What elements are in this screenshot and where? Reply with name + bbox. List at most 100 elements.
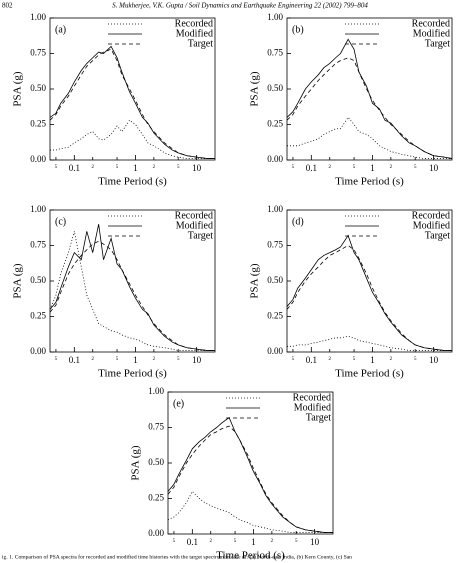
panel-label: (a) [55,24,66,35]
x-tick-label: 10 [429,355,439,365]
x-tick-label: 1 [370,355,375,365]
legend-label: Recorded [293,392,331,403]
y-tick-label: 0.75 [30,240,46,250]
legend-label: Modified [413,28,450,39]
chart-panel: 0.00 0.25 0.50 0.75 1.00 5 0.1 2 5 1 2 5 10 Time Peri… [249,12,453,188]
series-line [49,48,215,159]
x-tick-label: 1 [370,163,375,173]
legend-label: Target [306,412,331,423]
x-tick-label: 5 [292,357,295,362]
y-tick-label: 1.00 [267,12,283,22]
y-tick-label: 0.25 [148,493,164,503]
x-tick-label: 1 [133,163,138,173]
x-tick-label: 2 [390,165,393,170]
chart-panel: 0.00 0.25 0.50 0.75 1.00 5 0.1 2 5 1 2 5 10 Time Peri… [12,204,216,380]
x-tick-label: 5 [177,357,180,362]
y-tick-label: 0.75 [148,422,164,432]
y-tick-label: 1.00 [30,204,46,214]
series-line [49,240,215,351]
series-line [49,45,215,159]
y-tick-label: 0.75 [30,48,46,58]
y-tick-label: 0.50 [148,457,164,467]
panel-label: (b) [292,24,304,35]
y-tick-label: 0.25 [30,311,46,321]
chart-panel: 0.00 0.25 0.50 0.75 1.00 5 0.1 2 5 1 2 5 10 Time Peri… [12,12,216,188]
legend-label: Modified [176,220,213,231]
running-head: S. Mukherjee, V.K. Gupta / Soil Dynamics… [112,2,368,10]
legend-label: Modified [176,28,213,39]
y-tick-label: 0.75 [267,48,283,58]
x-tick-label: 2 [390,357,393,362]
chart-panel: 0.00 0.25 0.50 0.75 1.00 5 0.1 2 5 1 2 5 10 Time Peri… [249,204,453,380]
legend-label: Target [188,230,213,241]
x-tick-label: 5 [55,357,58,362]
series-line [287,116,452,159]
y-axis-label: PSA (g) [249,71,261,106]
x-tick-label: 5 [116,357,119,362]
series-line [286,57,453,159]
y-tick-label: 0.00 [267,346,283,356]
x-tick-label: 2 [328,165,331,170]
y-tick-label: 1.00 [267,204,283,214]
x-tick-label: 5 [414,165,417,170]
legend-label: Recorded [412,210,450,221]
series-line [167,425,333,533]
y-tick-label: 0.00 [30,346,46,356]
series-line [286,38,453,159]
caption: ig. 1. Comparison of PSA spectra for rec… [2,553,352,560]
page-number: 802 [2,2,13,10]
y-tick-label: 0.50 [267,83,283,93]
x-tick-label: 1 [251,537,256,547]
x-tick-label: 0.1 [69,163,80,173]
y-axis-label: PSA (g) [12,71,24,106]
x-tick-label: 0.1 [187,537,198,547]
chart-panel: 0.00 0.25 0.50 0.75 1.00 5 0.1 2 5 1 2 5 10 Time Peri… [130,386,334,562]
x-tick-label: 2 [91,165,94,170]
x-tick-label: 5 [177,165,180,170]
y-tick-label: 0.50 [267,275,283,285]
y-tick-label: 0.50 [30,275,46,285]
x-tick-label: 2 [153,357,156,362]
y-tick-label: 0.75 [267,240,283,250]
x-tick-label: 2 [153,165,156,170]
x-tick-label: 10 [192,355,202,365]
legend-label: Target [425,230,450,241]
series-line [286,234,452,351]
x-axis-label: Time Period (s) [216,550,285,562]
series-line [49,224,215,351]
legend-label: Modified [413,220,450,231]
x-tick-label: 5 [234,539,237,544]
x-tick-label: 0.1 [306,163,317,173]
y-tick-label: 0.00 [267,154,283,164]
y-tick-label: 1.00 [148,386,164,396]
x-tick-label: 0.1 [69,355,80,365]
x-tick-label: 1 [133,355,138,365]
y-tick-label: 0.00 [148,528,164,538]
series-line [286,245,452,351]
panel-label: (c) [55,216,66,227]
x-axis-label: Time Period (s) [335,176,404,188]
y-axis-label: PSA (g) [249,263,261,298]
y-tick-label: 1.00 [30,12,46,22]
x-axis-label: Time Period (s) [98,176,167,188]
x-tick-label: 0.1 [306,355,317,365]
y-axis-label: PSA (g) [130,445,142,480]
y-tick-label: 0.25 [267,311,283,321]
x-tick-label: 5 [173,539,176,544]
x-axis-label: Time Period (s) [98,368,167,380]
x-tick-label: 5 [295,539,298,544]
series-line [167,416,333,533]
series-line [167,490,333,533]
series-line [49,231,215,351]
y-tick-label: 0.00 [30,154,46,164]
y-tick-label: 0.25 [30,119,46,129]
x-tick-label: 2 [209,539,212,544]
legend-label: Recorded [175,18,213,29]
legend-label: Recorded [175,210,213,221]
y-tick-label: 0.25 [267,119,283,129]
x-tick-label: 2 [328,357,331,362]
x-tick-label: 2 [271,539,274,544]
x-tick-label: 5 [353,165,356,170]
y-axis-label: PSA (g) [12,263,24,298]
